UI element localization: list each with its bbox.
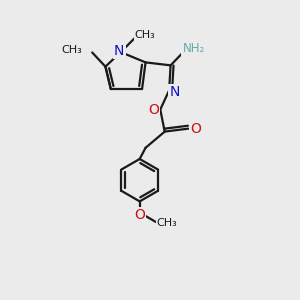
Text: CH₃: CH₃ bbox=[134, 30, 155, 40]
Text: O: O bbox=[134, 208, 145, 222]
Text: CH₃: CH₃ bbox=[61, 45, 82, 55]
Text: N: N bbox=[169, 85, 180, 99]
Text: O: O bbox=[190, 122, 201, 136]
Text: CH₃: CH₃ bbox=[157, 218, 177, 228]
Text: NH₂: NH₂ bbox=[182, 42, 205, 56]
Text: N: N bbox=[114, 44, 124, 58]
Text: O: O bbox=[148, 103, 159, 116]
